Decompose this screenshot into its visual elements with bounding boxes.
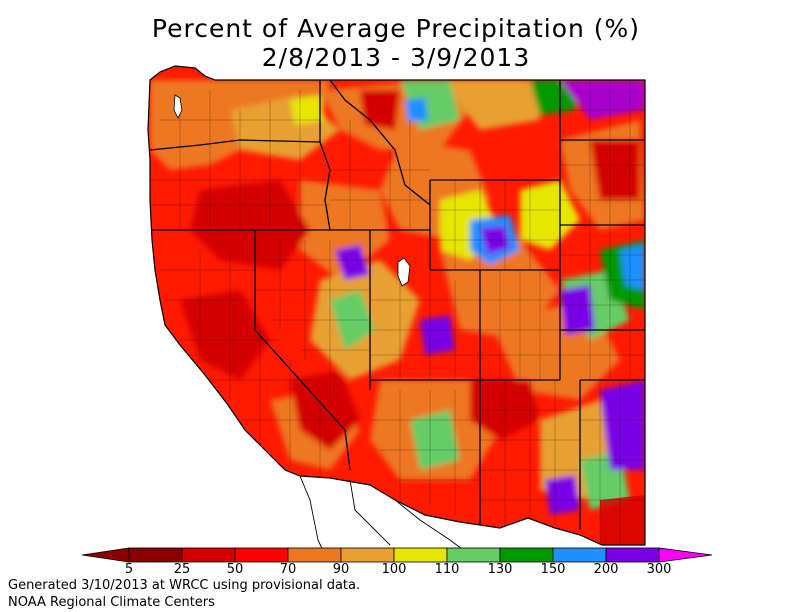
puget-sound (173, 94, 183, 119)
mexico-outline (299, 475, 471, 556)
legend-labels: 5 25 50 70 90 100 110 130 150 200 300 (0, 562, 792, 578)
map-title: Percent of Average Precipitation (%) (151, 14, 641, 43)
legend-label: 90 (332, 562, 350, 577)
legend-bin (128, 547, 183, 563)
generated-note: Generated 3/10/2013 at WRCC using provis… (8, 578, 361, 593)
legend-label: 5 (124, 562, 134, 577)
legend-bin (287, 547, 342, 563)
legend-label: 100 (381, 562, 407, 577)
legend-label: 25 (173, 562, 191, 577)
coastline (147, 65, 646, 546)
great-salt-lake (397, 257, 411, 287)
legend-label: 50 (226, 562, 244, 577)
legend-bin (393, 547, 448, 563)
legend-label: 150 (540, 562, 566, 577)
legend-bin (499, 547, 554, 563)
legend-high-arrow (658, 547, 713, 563)
county-lines (150, 80, 645, 545)
legend-label: 300 (646, 562, 672, 577)
legend-bin (340, 547, 395, 563)
map-date-range: 2/8/2013 - 3/9/2013 (261, 43, 531, 72)
legend-label: 130 (487, 562, 513, 577)
legend-label: 200 (593, 562, 619, 577)
legend-label: 70 (279, 562, 297, 577)
legend-low-arrow (81, 547, 130, 563)
color-bar (81, 547, 713, 563)
legend-label: 110 (434, 562, 460, 577)
legend-bin (446, 547, 501, 563)
legend-bin (605, 547, 660, 563)
source-credit: NOAA Regional Climate Centers (8, 595, 215, 610)
legend-bin (181, 547, 236, 563)
legend-bin (552, 547, 607, 563)
legend-bin (234, 547, 289, 563)
